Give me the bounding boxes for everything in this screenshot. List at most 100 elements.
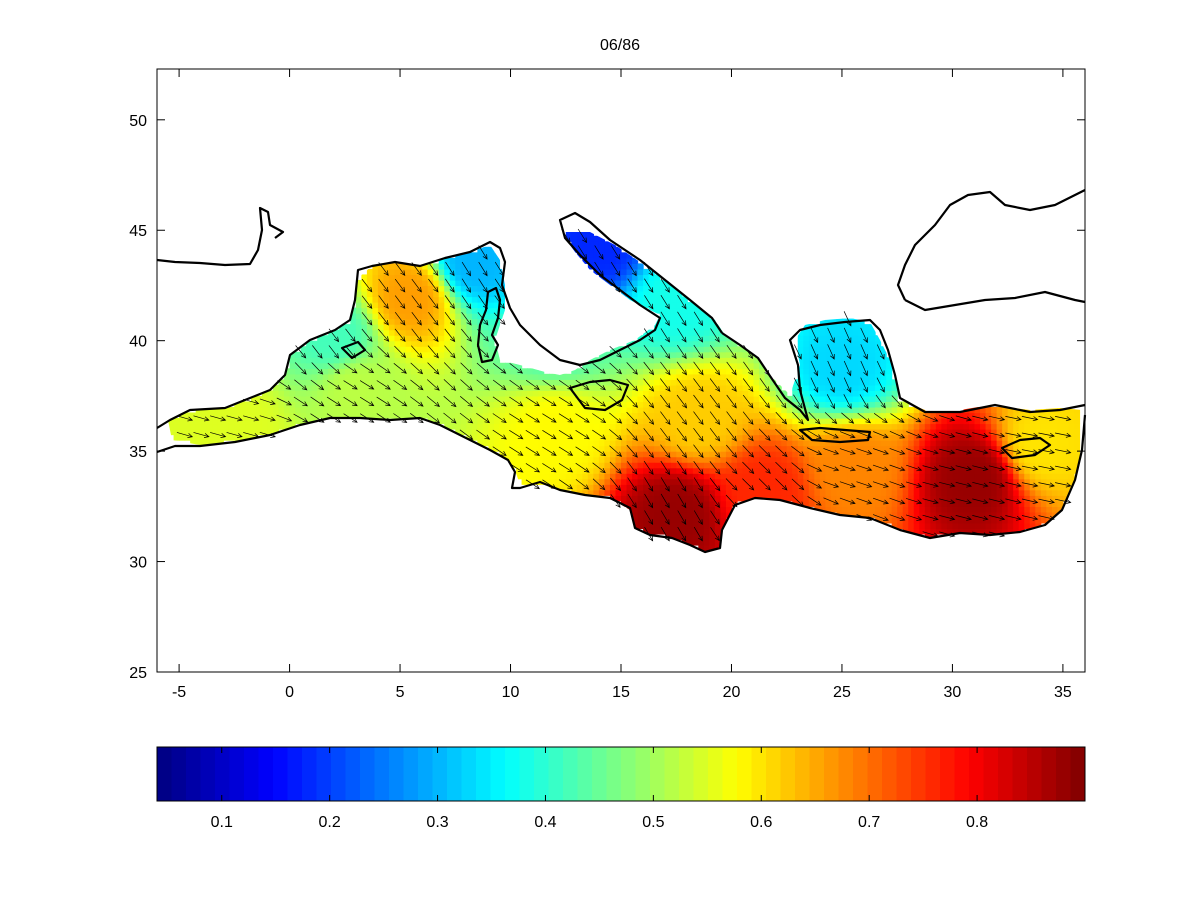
field-cell xyxy=(670,462,677,469)
vector-arrow xyxy=(775,478,788,491)
field-cell xyxy=(737,495,744,502)
field-cell xyxy=(350,395,357,403)
field-cell xyxy=(985,484,992,491)
field-cell xyxy=(924,511,931,518)
vector-arrow xyxy=(193,415,210,422)
field-cell xyxy=(886,412,893,419)
field-cell xyxy=(488,379,495,386)
field-cell xyxy=(1051,506,1058,513)
field-cell xyxy=(488,368,495,375)
field-cell xyxy=(400,373,407,380)
field-cell xyxy=(372,290,379,298)
colorbar-cell xyxy=(983,747,999,801)
field-cell xyxy=(626,340,633,347)
field-cell xyxy=(449,406,456,414)
field-cell xyxy=(488,290,495,298)
vector-arrow xyxy=(905,514,923,521)
field-cell xyxy=(377,373,385,380)
field-cell xyxy=(643,362,650,369)
field-cell xyxy=(1040,473,1047,480)
field-cell xyxy=(698,313,705,320)
field-cell xyxy=(516,462,523,469)
field-cell xyxy=(869,384,876,391)
field-cell xyxy=(438,279,445,287)
field-cell xyxy=(819,346,826,353)
field-cell xyxy=(593,440,600,447)
field-cell xyxy=(482,285,490,292)
field-cell xyxy=(389,362,396,369)
field-cell xyxy=(615,429,622,436)
field-cell xyxy=(886,462,893,469)
field-cell xyxy=(438,346,445,353)
coastline-iberia-south xyxy=(156,211,723,429)
vector-arrow xyxy=(693,510,703,525)
field-cell xyxy=(505,412,512,419)
field-cell xyxy=(687,340,694,347)
field-cell xyxy=(532,395,539,403)
field-cell xyxy=(477,368,484,375)
field-cell xyxy=(913,423,920,430)
field-cell xyxy=(935,506,942,513)
field-cell xyxy=(659,324,666,331)
field-cell xyxy=(626,406,633,414)
field-cell xyxy=(648,406,655,414)
field-cell xyxy=(676,346,683,353)
field-cell xyxy=(587,368,594,375)
field-cell xyxy=(466,406,473,414)
field-cell xyxy=(681,528,688,535)
field-cell xyxy=(355,302,362,309)
field-cell xyxy=(466,379,473,386)
field-cell xyxy=(974,462,981,469)
field-cell xyxy=(394,368,401,375)
field-cell xyxy=(814,489,821,496)
field-cell xyxy=(654,429,661,436)
field-cell xyxy=(637,384,644,391)
field-cell xyxy=(720,379,727,386)
field-cell xyxy=(659,290,666,298)
field-cell xyxy=(676,395,683,403)
field-cell xyxy=(659,495,666,502)
vector-arrow xyxy=(710,328,720,343)
field-cell xyxy=(300,390,307,397)
vector-arrow xyxy=(889,464,906,472)
field-cell xyxy=(482,390,490,397)
field-cell xyxy=(886,467,893,474)
field-cell xyxy=(841,324,849,331)
field-cell xyxy=(532,434,539,441)
field-cell xyxy=(864,440,871,447)
field-cell xyxy=(361,357,368,364)
field-cell xyxy=(355,357,362,364)
field-cell xyxy=(411,274,418,281)
field-cell xyxy=(709,467,716,474)
field-cell xyxy=(466,296,473,303)
field-cell xyxy=(427,390,434,397)
field-cell xyxy=(687,401,694,408)
field-cell xyxy=(295,357,302,364)
field-cell xyxy=(786,445,793,452)
vector-arrow xyxy=(378,295,389,310)
vector-arrow xyxy=(676,427,688,442)
field-cell xyxy=(648,451,655,458)
field-cell xyxy=(1046,473,1053,480)
field-cell xyxy=(709,373,716,380)
field-cell xyxy=(195,423,202,430)
field-cell xyxy=(621,285,628,292)
vector-arrow xyxy=(525,446,541,456)
field-cell xyxy=(549,473,556,480)
field-cell xyxy=(714,528,722,535)
field-cell xyxy=(521,456,528,463)
field-cell xyxy=(604,257,611,264)
field-cell xyxy=(516,440,523,447)
field-cell xyxy=(681,434,688,441)
field-cell xyxy=(466,412,473,419)
field-cell xyxy=(510,373,517,380)
field-cell xyxy=(411,268,418,276)
field-cell xyxy=(621,473,628,480)
field-cell xyxy=(703,362,710,369)
colorbar-cell xyxy=(476,747,491,801)
field-cell xyxy=(604,263,611,270)
field-cell xyxy=(400,279,407,287)
field-cell xyxy=(952,445,959,452)
field-cell xyxy=(527,434,534,441)
field-cell xyxy=(803,417,810,425)
